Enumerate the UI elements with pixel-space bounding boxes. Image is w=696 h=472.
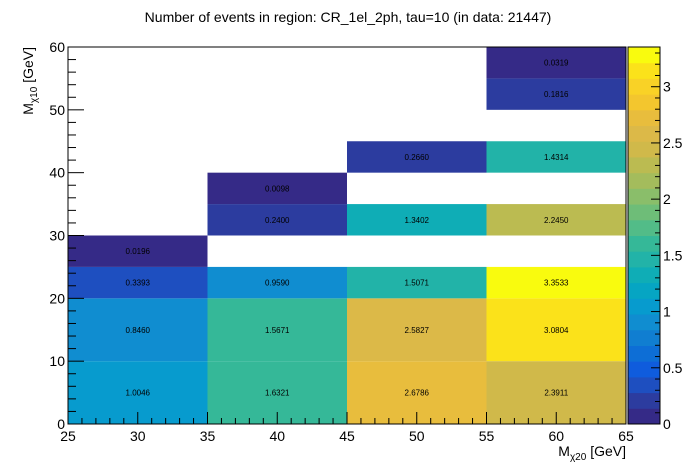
chart-title: Number of events in region: CR_1el_2ph, … bbox=[144, 9, 552, 25]
color-scale-step bbox=[628, 78, 660, 95]
heatmap-cell bbox=[68, 266, 208, 299]
y-axis: 0 10 20 30 40 50 60 bbox=[49, 39, 84, 432]
cell-value-label: 1.5671 bbox=[265, 326, 290, 335]
y-tick-label: 30 bbox=[49, 228, 65, 244]
heatmap-cell bbox=[486, 78, 626, 110]
color-scale-step bbox=[628, 345, 660, 362]
heatmap-cell bbox=[347, 141, 487, 173]
cell-value-label: 0.0196 bbox=[126, 247, 151, 256]
color-scale-step bbox=[628, 329, 660, 346]
heatmap-cells bbox=[68, 47, 626, 424]
x-axis-title: Mχ20 [GeV] bbox=[558, 443, 626, 463]
heatmap-cell bbox=[207, 266, 347, 299]
color-scale-step bbox=[628, 235, 660, 252]
heatmap-cell bbox=[486, 47, 626, 79]
heatmap-cell bbox=[486, 266, 626, 299]
color-scale-step bbox=[628, 314, 660, 331]
color-scale-step bbox=[628, 172, 660, 189]
x-tick-label: 45 bbox=[339, 428, 355, 444]
cell-value-label: 1.4314 bbox=[544, 153, 569, 162]
y-tick-label: 60 bbox=[49, 39, 65, 55]
x-tick-label: 30 bbox=[130, 428, 146, 444]
cell-value-label: 2.6786 bbox=[405, 389, 430, 398]
color-scale-step bbox=[628, 94, 660, 111]
cell-value-label: 0.1816 bbox=[544, 90, 569, 99]
color-scale-bar bbox=[627, 46, 661, 425]
cell-value-label: 0.3393 bbox=[126, 279, 151, 288]
x-tick-label: 65 bbox=[618, 428, 634, 444]
heatmap-cell bbox=[347, 298, 487, 362]
y-axis-title: Mχ10 [GeV] bbox=[20, 47, 40, 115]
cell-value-label: 2.2450 bbox=[544, 216, 569, 225]
y-tick-label: 40 bbox=[49, 165, 65, 181]
color-scale-step bbox=[628, 251, 660, 268]
cell-value-label: 0.8460 bbox=[126, 326, 151, 335]
color-scale-step bbox=[628, 47, 660, 64]
cell-value-label: 1.0046 bbox=[126, 389, 151, 398]
color-scale-step bbox=[628, 298, 660, 315]
cell-value-label: 1.6321 bbox=[265, 389, 290, 398]
cell-value-label: 0.0098 bbox=[265, 184, 290, 193]
color-scale-step bbox=[628, 204, 660, 221]
z-tick-label: 3 bbox=[663, 79, 671, 95]
cell-value-label: 0.9590 bbox=[265, 279, 290, 288]
heatmap-cell bbox=[486, 204, 626, 236]
cell-value-label: 1.3402 bbox=[405, 216, 430, 225]
heatmap-cell bbox=[347, 266, 487, 299]
x-tick-label: 40 bbox=[269, 428, 285, 444]
cell-value-label: 0.2660 bbox=[405, 153, 430, 162]
x-tick-label: 25 bbox=[60, 428, 76, 444]
color-scale-step bbox=[628, 109, 660, 127]
cell-value-label: 3.3533 bbox=[544, 279, 569, 288]
cell-value-label: 2.3911 bbox=[544, 389, 568, 398]
z-tick-label: 1 bbox=[663, 304, 671, 320]
heatmap-cell bbox=[207, 204, 347, 236]
color-scale-step bbox=[628, 141, 660, 158]
color-scale-step bbox=[628, 266, 660, 284]
x-tick-label: 35 bbox=[200, 428, 216, 444]
heatmap-cell bbox=[68, 235, 208, 267]
cell-value-label: 0.2400 bbox=[265, 216, 290, 225]
color-scale-step bbox=[628, 376, 660, 394]
cell-labels: 1.0046 1.6321 2.6786 2.3911 0.8460 1.5671 2.58… bbox=[126, 59, 570, 398]
heatmap-cell bbox=[68, 298, 208, 362]
x-tick-label: 55 bbox=[479, 428, 495, 444]
color-scale-step bbox=[628, 282, 660, 299]
heatmap-cell bbox=[207, 172, 347, 205]
y-tick-label: 20 bbox=[49, 290, 65, 306]
cell-value-label: 0.0319 bbox=[544, 59, 569, 68]
color-scale-step bbox=[628, 62, 660, 79]
cell-value-label: 1.5071 bbox=[405, 279, 430, 288]
color-scale-step bbox=[628, 156, 660, 174]
color-scale-step bbox=[628, 392, 660, 409]
color-scale-step bbox=[628, 125, 660, 142]
color-scale-step bbox=[628, 408, 660, 425]
cell-value-label: 2.5827 bbox=[405, 326, 430, 335]
z-tick-label: 1.5 bbox=[663, 247, 683, 263]
x-axis: 25 30 35 40 45 50 55 60 65 bbox=[60, 412, 634, 444]
z-tick-label: 0.5 bbox=[663, 360, 683, 376]
z-tick-label: 2.5 bbox=[663, 135, 683, 151]
heatmap-cell bbox=[347, 204, 487, 236]
y-tick-label: 50 bbox=[49, 102, 65, 118]
color-scale-axis: 0 0.5 1 1.5 2 2.5 3 bbox=[651, 47, 683, 432]
z-tick-label: 0 bbox=[663, 416, 671, 432]
color-scale-step bbox=[628, 188, 660, 205]
x-tick-label: 50 bbox=[409, 428, 425, 444]
color-scale-step bbox=[628, 361, 660, 378]
cell-value-label: 3.0804 bbox=[544, 326, 569, 335]
y-tick-label: 0 bbox=[57, 416, 65, 432]
y-tick-label: 10 bbox=[49, 353, 65, 369]
color-scale-step bbox=[628, 219, 660, 236]
heatmap-cell bbox=[486, 141, 626, 173]
z-tick-label: 2 bbox=[663, 191, 671, 207]
x-tick-label: 60 bbox=[548, 428, 564, 444]
heatmap-cell bbox=[207, 298, 347, 362]
heatmap-cell bbox=[486, 298, 626, 362]
